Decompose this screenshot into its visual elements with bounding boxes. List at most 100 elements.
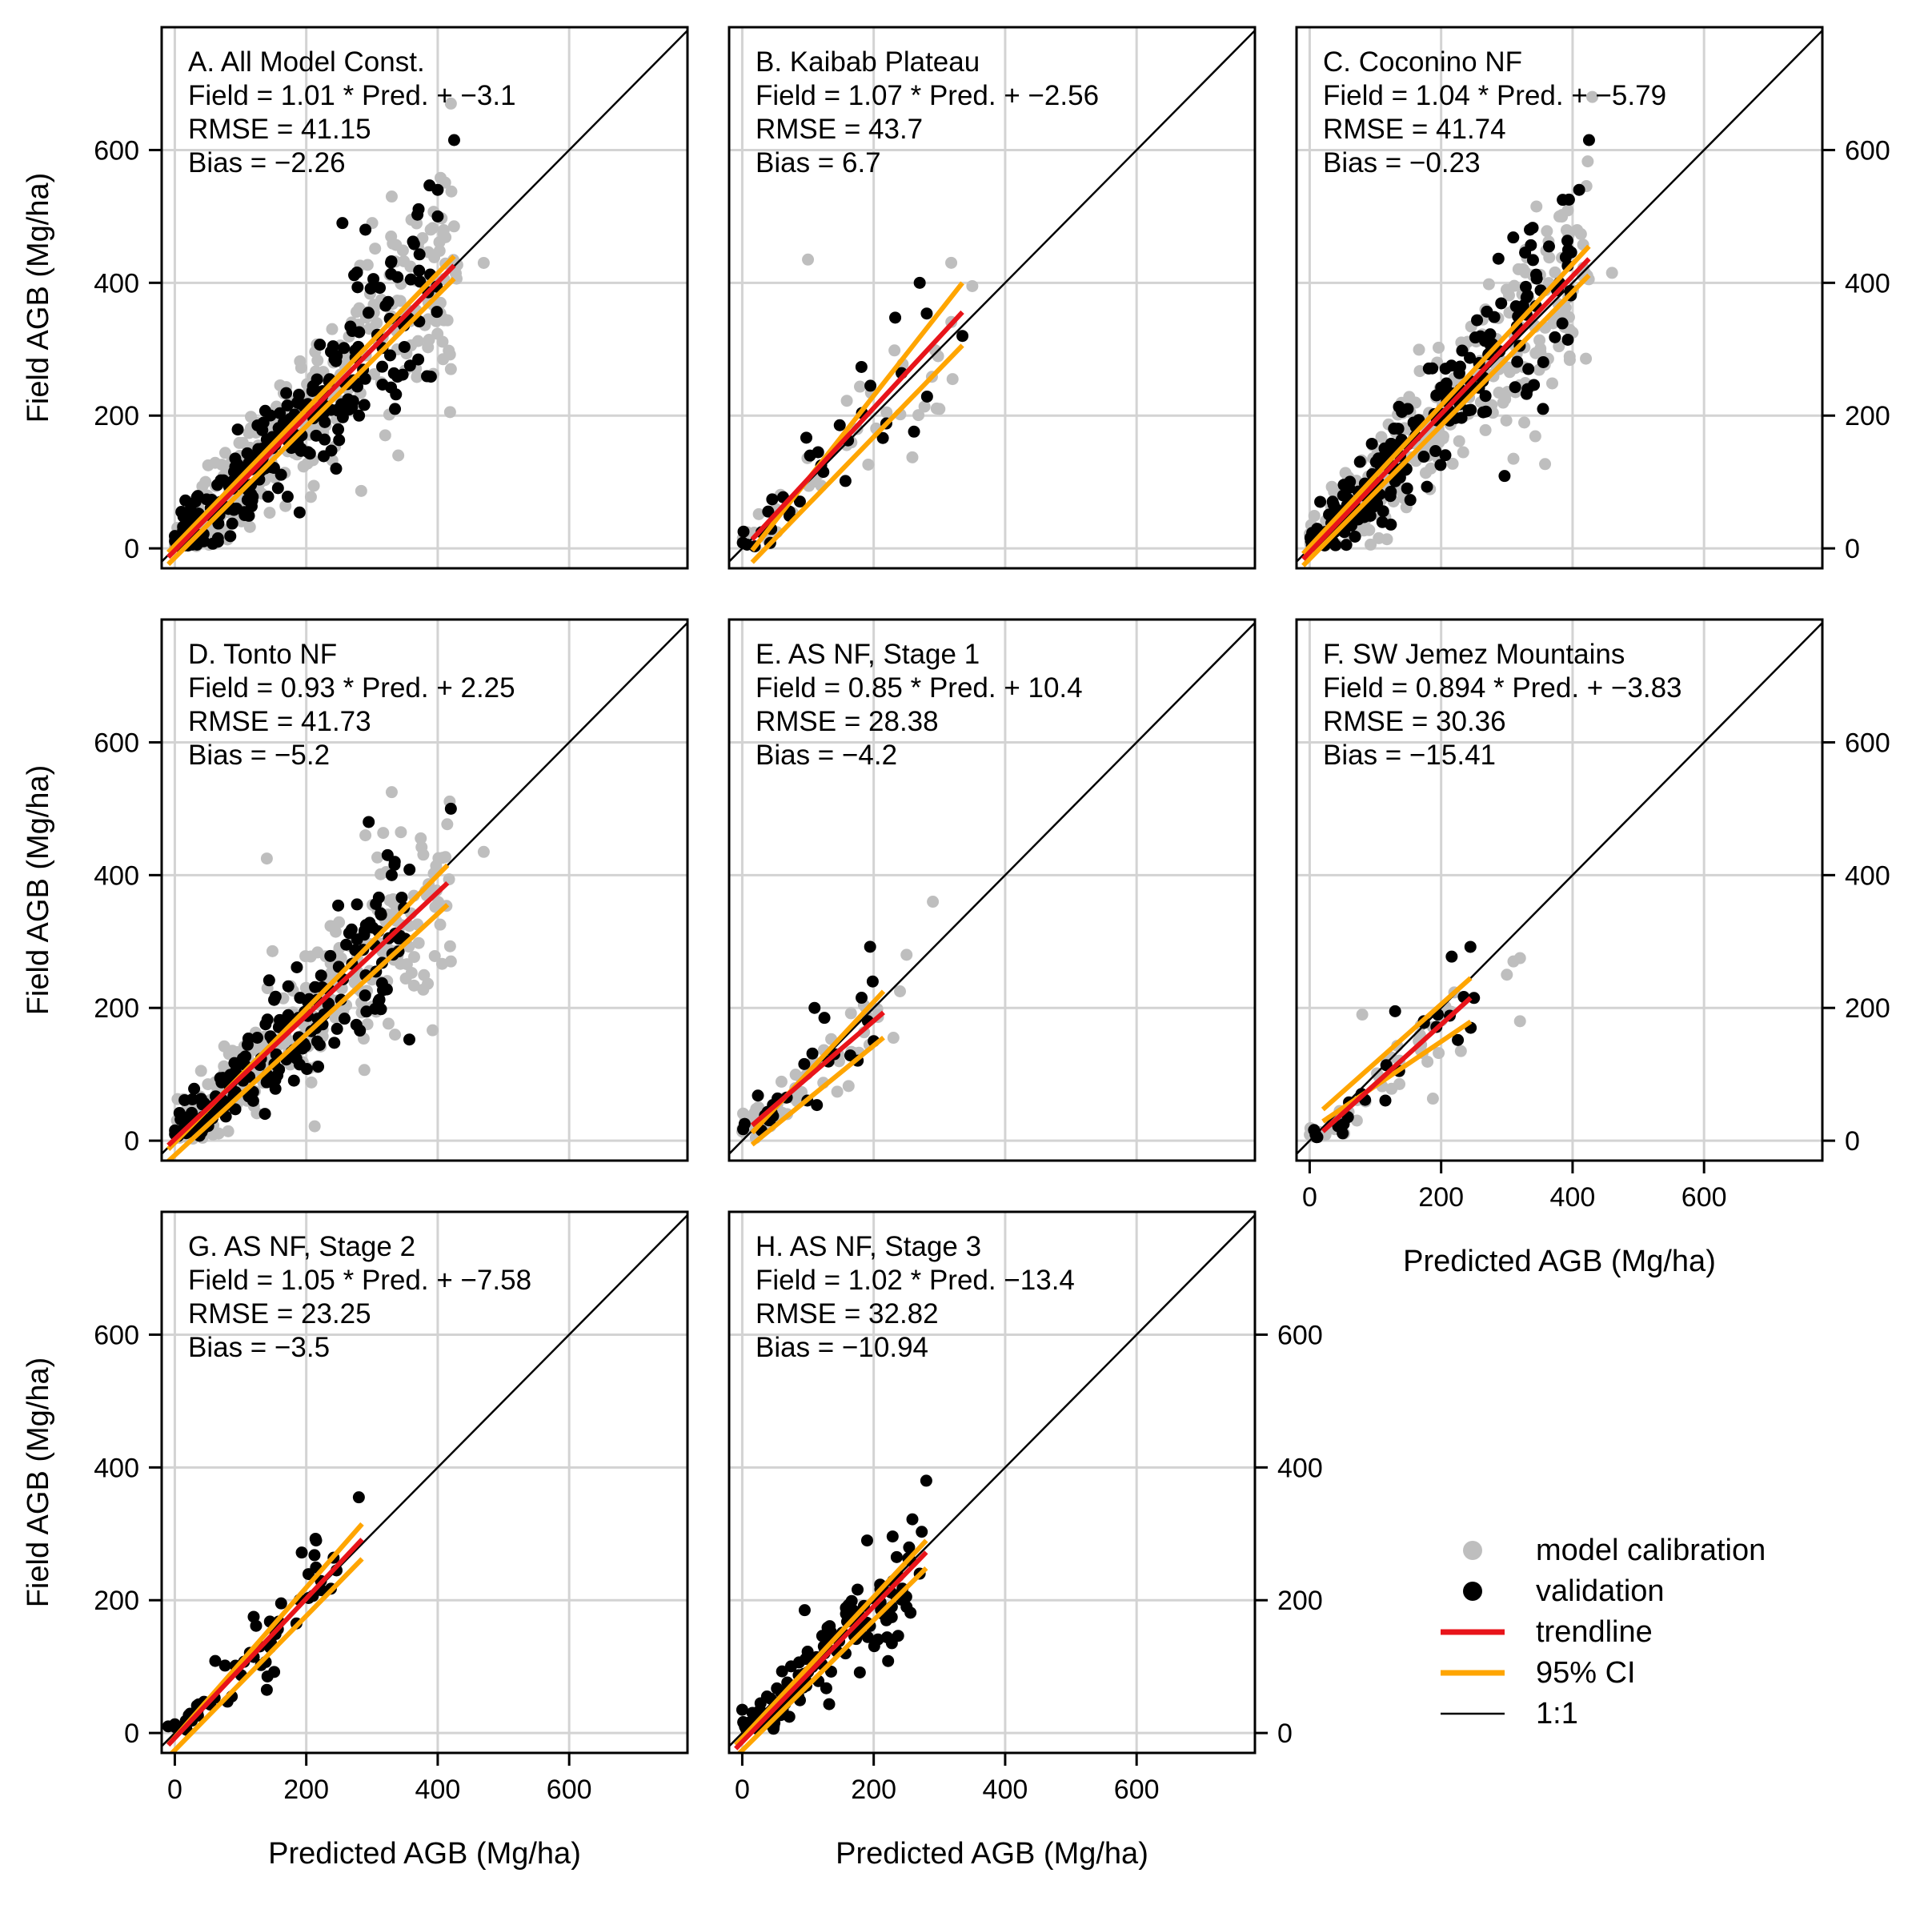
validation-point: [351, 380, 363, 393]
y-tick-label: 200: [94, 401, 139, 431]
validation-point: [262, 491, 275, 503]
validation-point: [956, 330, 969, 343]
validation-point: [1337, 489, 1349, 502]
validation-point: [771, 1682, 784, 1694]
validation-point: [1314, 495, 1327, 508]
validation-point: [295, 444, 307, 457]
calibration-point: [355, 484, 367, 497]
validation-point: [737, 525, 750, 538]
calibration-point: [437, 353, 450, 366]
legend-label: model calibration: [1536, 1534, 1766, 1567]
validation-point: [241, 447, 254, 459]
validation-point: [291, 960, 303, 973]
x-tick-label: 600: [1681, 1182, 1727, 1213]
calibration-point: [412, 936, 425, 949]
validation-point: [379, 299, 392, 312]
validation-point: [359, 989, 371, 1002]
calibration-point: [308, 1120, 321, 1133]
validation-point: [328, 1037, 341, 1049]
validation-point: [1471, 314, 1484, 327]
validation-point: [1549, 331, 1561, 343]
calibration-point: [1454, 1045, 1467, 1057]
validation-point: [259, 1108, 271, 1121]
plot-area: [729, 1212, 1255, 1753]
calibration-point: [477, 845, 490, 858]
panel-rmse: RMSE = 30.36: [1323, 706, 1506, 737]
calibration-point: [244, 411, 257, 423]
validation-point: [295, 1546, 308, 1559]
calibration-point: [199, 475, 212, 488]
calibration-point: [415, 832, 427, 844]
validation-point: [188, 1082, 201, 1095]
calibration-point: [299, 981, 312, 994]
y-tick-label: 400: [94, 860, 139, 891]
calibration-point: [1426, 1093, 1439, 1105]
validation-point: [806, 1047, 819, 1060]
calibration-point: [1446, 457, 1459, 470]
calibration-point: [385, 190, 398, 203]
validation-point: [1511, 355, 1524, 368]
calibration-point: [444, 97, 457, 110]
validation-point: [900, 1601, 913, 1614]
legend: model calibration validation trendline 95% …: [1441, 1534, 1766, 1731]
calibration-point: [802, 253, 815, 266]
validation-point: [1430, 389, 1443, 402]
calibration-point: [862, 458, 875, 471]
validation-point: [293, 506, 306, 519]
validation-point: [811, 1099, 824, 1112]
y-tick-label: 200: [1845, 993, 1890, 1024]
calibration-point: [966, 279, 979, 292]
calibration-point: [1553, 210, 1565, 223]
panel-bias: Bias = −3.5: [188, 1332, 330, 1363]
calibration-point: [1503, 289, 1516, 302]
validation-point: [820, 1682, 832, 1694]
validation-point: [1556, 317, 1569, 330]
validation-point: [359, 223, 372, 236]
calibration-point: [840, 395, 853, 407]
y-tick-label: 200: [94, 1586, 139, 1616]
validation-point: [336, 217, 349, 230]
validation-point: [412, 353, 425, 366]
calibration-point: [854, 380, 867, 393]
validation-point: [886, 1530, 899, 1543]
panel-frame: [1295, 618, 1824, 1162]
validation-point: [1372, 452, 1385, 465]
calibration-point: [1549, 266, 1561, 279]
y-tick-label: 0: [1845, 1126, 1860, 1157]
validation-point: [209, 1654, 222, 1667]
calibration-point: [233, 436, 246, 449]
legend-item: 1:1: [1441, 1697, 1578, 1731]
validation-point: [1401, 482, 1413, 495]
legend-label: 1:1: [1536, 1697, 1578, 1731]
calibration-point: [1605, 267, 1618, 279]
trendline: [750, 310, 964, 541]
calibration-point: [407, 979, 420, 992]
calibration-point: [417, 983, 430, 996]
validation-point: [353, 409, 366, 422]
validation-point: [1561, 243, 1574, 256]
validation-point: [913, 276, 926, 289]
calibration-point: [350, 306, 363, 319]
y-axis-label: Field AGB (Mg/ha): [22, 173, 55, 423]
calibration-point: [880, 406, 893, 419]
validation-point: [1469, 331, 1481, 344]
calibration-point: [1581, 155, 1594, 168]
panel-frame: [728, 1210, 1257, 1755]
ci-upper-line: [734, 1538, 928, 1747]
plot-area: [162, 27, 687, 568]
validation-point: [331, 1022, 343, 1035]
validation-point: [224, 530, 237, 543]
y-tick-label: 0: [124, 1126, 139, 1157]
calibration-point: [1501, 969, 1513, 981]
calibration-point: [752, 507, 765, 520]
validation-point: [1522, 363, 1535, 375]
calibration-point: [444, 955, 457, 968]
validation-point: [798, 1604, 811, 1617]
plot-area: [729, 27, 1255, 568]
x-tick-label: 200: [283, 1775, 329, 1805]
calibration-point: [371, 851, 384, 864]
validation-point: [793, 495, 806, 508]
validation-point: [324, 949, 337, 962]
panel-bias: Bias = −15.41: [1323, 740, 1496, 771]
